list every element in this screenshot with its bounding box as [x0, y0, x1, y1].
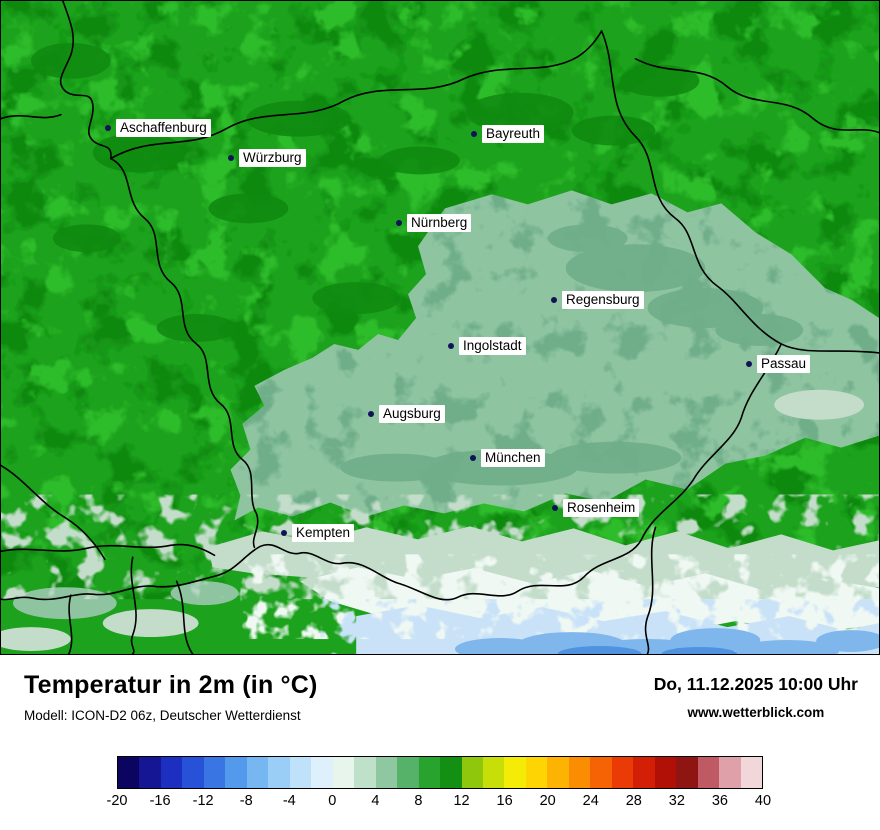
legend-tick-label: 4: [371, 793, 380, 809]
legend-tick-label: -12: [192, 793, 214, 809]
legend-segment: [332, 757, 355, 788]
legend-segment: [697, 757, 720, 788]
legend-segment: [676, 757, 698, 788]
website-url: www.wetterblick.com: [687, 705, 825, 720]
legend-tick-label: -20: [106, 793, 128, 809]
temperature-map: [1, 1, 879, 654]
legend-segment: [203, 757, 226, 788]
forecast-datetime: Do, 11.12.2025 10:00 Uhr: [653, 674, 858, 694]
legend-segment: [461, 757, 483, 788]
legend-tick-label: -16: [149, 793, 171, 809]
footer: Temperatur in 2m (in °C) Modell: ICON-D2…: [0, 663, 880, 723]
legend-segment: [547, 757, 569, 788]
map-area: Aschaffenburg Würzburg Bayreuth Nürnberg Reg…: [0, 0, 880, 655]
legend-segment: [440, 757, 462, 788]
legend-segment: [740, 757, 763, 788]
legend-segment: [504, 757, 526, 788]
border-lines-layer: [1, 1, 879, 654]
temperature-legend: -20 -16 -12 -8 -4 0 4 8 12 16 20 24 28 32 36 40: [107, 756, 772, 813]
legend-segment: [160, 757, 183, 788]
legend-tick-label: -4: [282, 793, 296, 809]
legend-tick-label: -8: [239, 793, 253, 809]
legend-tick-label: 40: [754, 793, 772, 809]
legend-segment: [590, 757, 612, 788]
legend-segment: [397, 757, 419, 788]
legend-segment: [182, 757, 204, 788]
legend-segment: [719, 757, 741, 788]
legend-ticks: -20 -16 -12 -8 -4 0 4 8 12 16 20 24 28 32 36 40: [107, 793, 772, 813]
legend-segment: [268, 757, 290, 788]
legend-tick-label: 0: [328, 793, 337, 809]
temperature-field-layer: [1, 1, 879, 654]
legend-segment: [375, 757, 398, 788]
legend-segment: [654, 757, 677, 788]
legend-segment: [611, 757, 634, 788]
legend-segment: [525, 757, 548, 788]
legend-segment: [139, 757, 161, 788]
legend-tick-label: 24: [582, 793, 599, 809]
legend-segment: [568, 757, 591, 788]
legend-segment: [354, 757, 376, 788]
legend-segment: [246, 757, 269, 788]
legend-segment: [482, 757, 505, 788]
legend-segment: [311, 757, 333, 788]
legend-tick-label: 28: [625, 793, 642, 809]
legend-segment: [633, 757, 655, 788]
legend-segment: [118, 757, 140, 788]
footer-left: Temperatur in 2m (in °C) Modell: ICON-D2…: [24, 671, 318, 723]
model-info: Modell: ICON-D2 06z, Deutscher Wetterdie…: [24, 708, 301, 723]
legend-tick-label: 16: [496, 793, 513, 809]
legend-tick-label: 36: [711, 793, 728, 809]
legend-bar: [117, 756, 763, 789]
legend-tick-label: 32: [668, 793, 685, 809]
legend-tick-label: 8: [414, 793, 423, 809]
footer-right: Do, 11.12.2025 10:00 Uhr www.wetterblick…: [654, 671, 858, 720]
page-title: Temperatur in 2m (in °C): [24, 671, 318, 699]
legend-segment: [418, 757, 441, 788]
legend-segment: [289, 757, 312, 788]
legend-tick-label: 20: [539, 793, 556, 809]
legend-segment: [225, 757, 247, 788]
legend-tick-label: 12: [453, 793, 470, 809]
